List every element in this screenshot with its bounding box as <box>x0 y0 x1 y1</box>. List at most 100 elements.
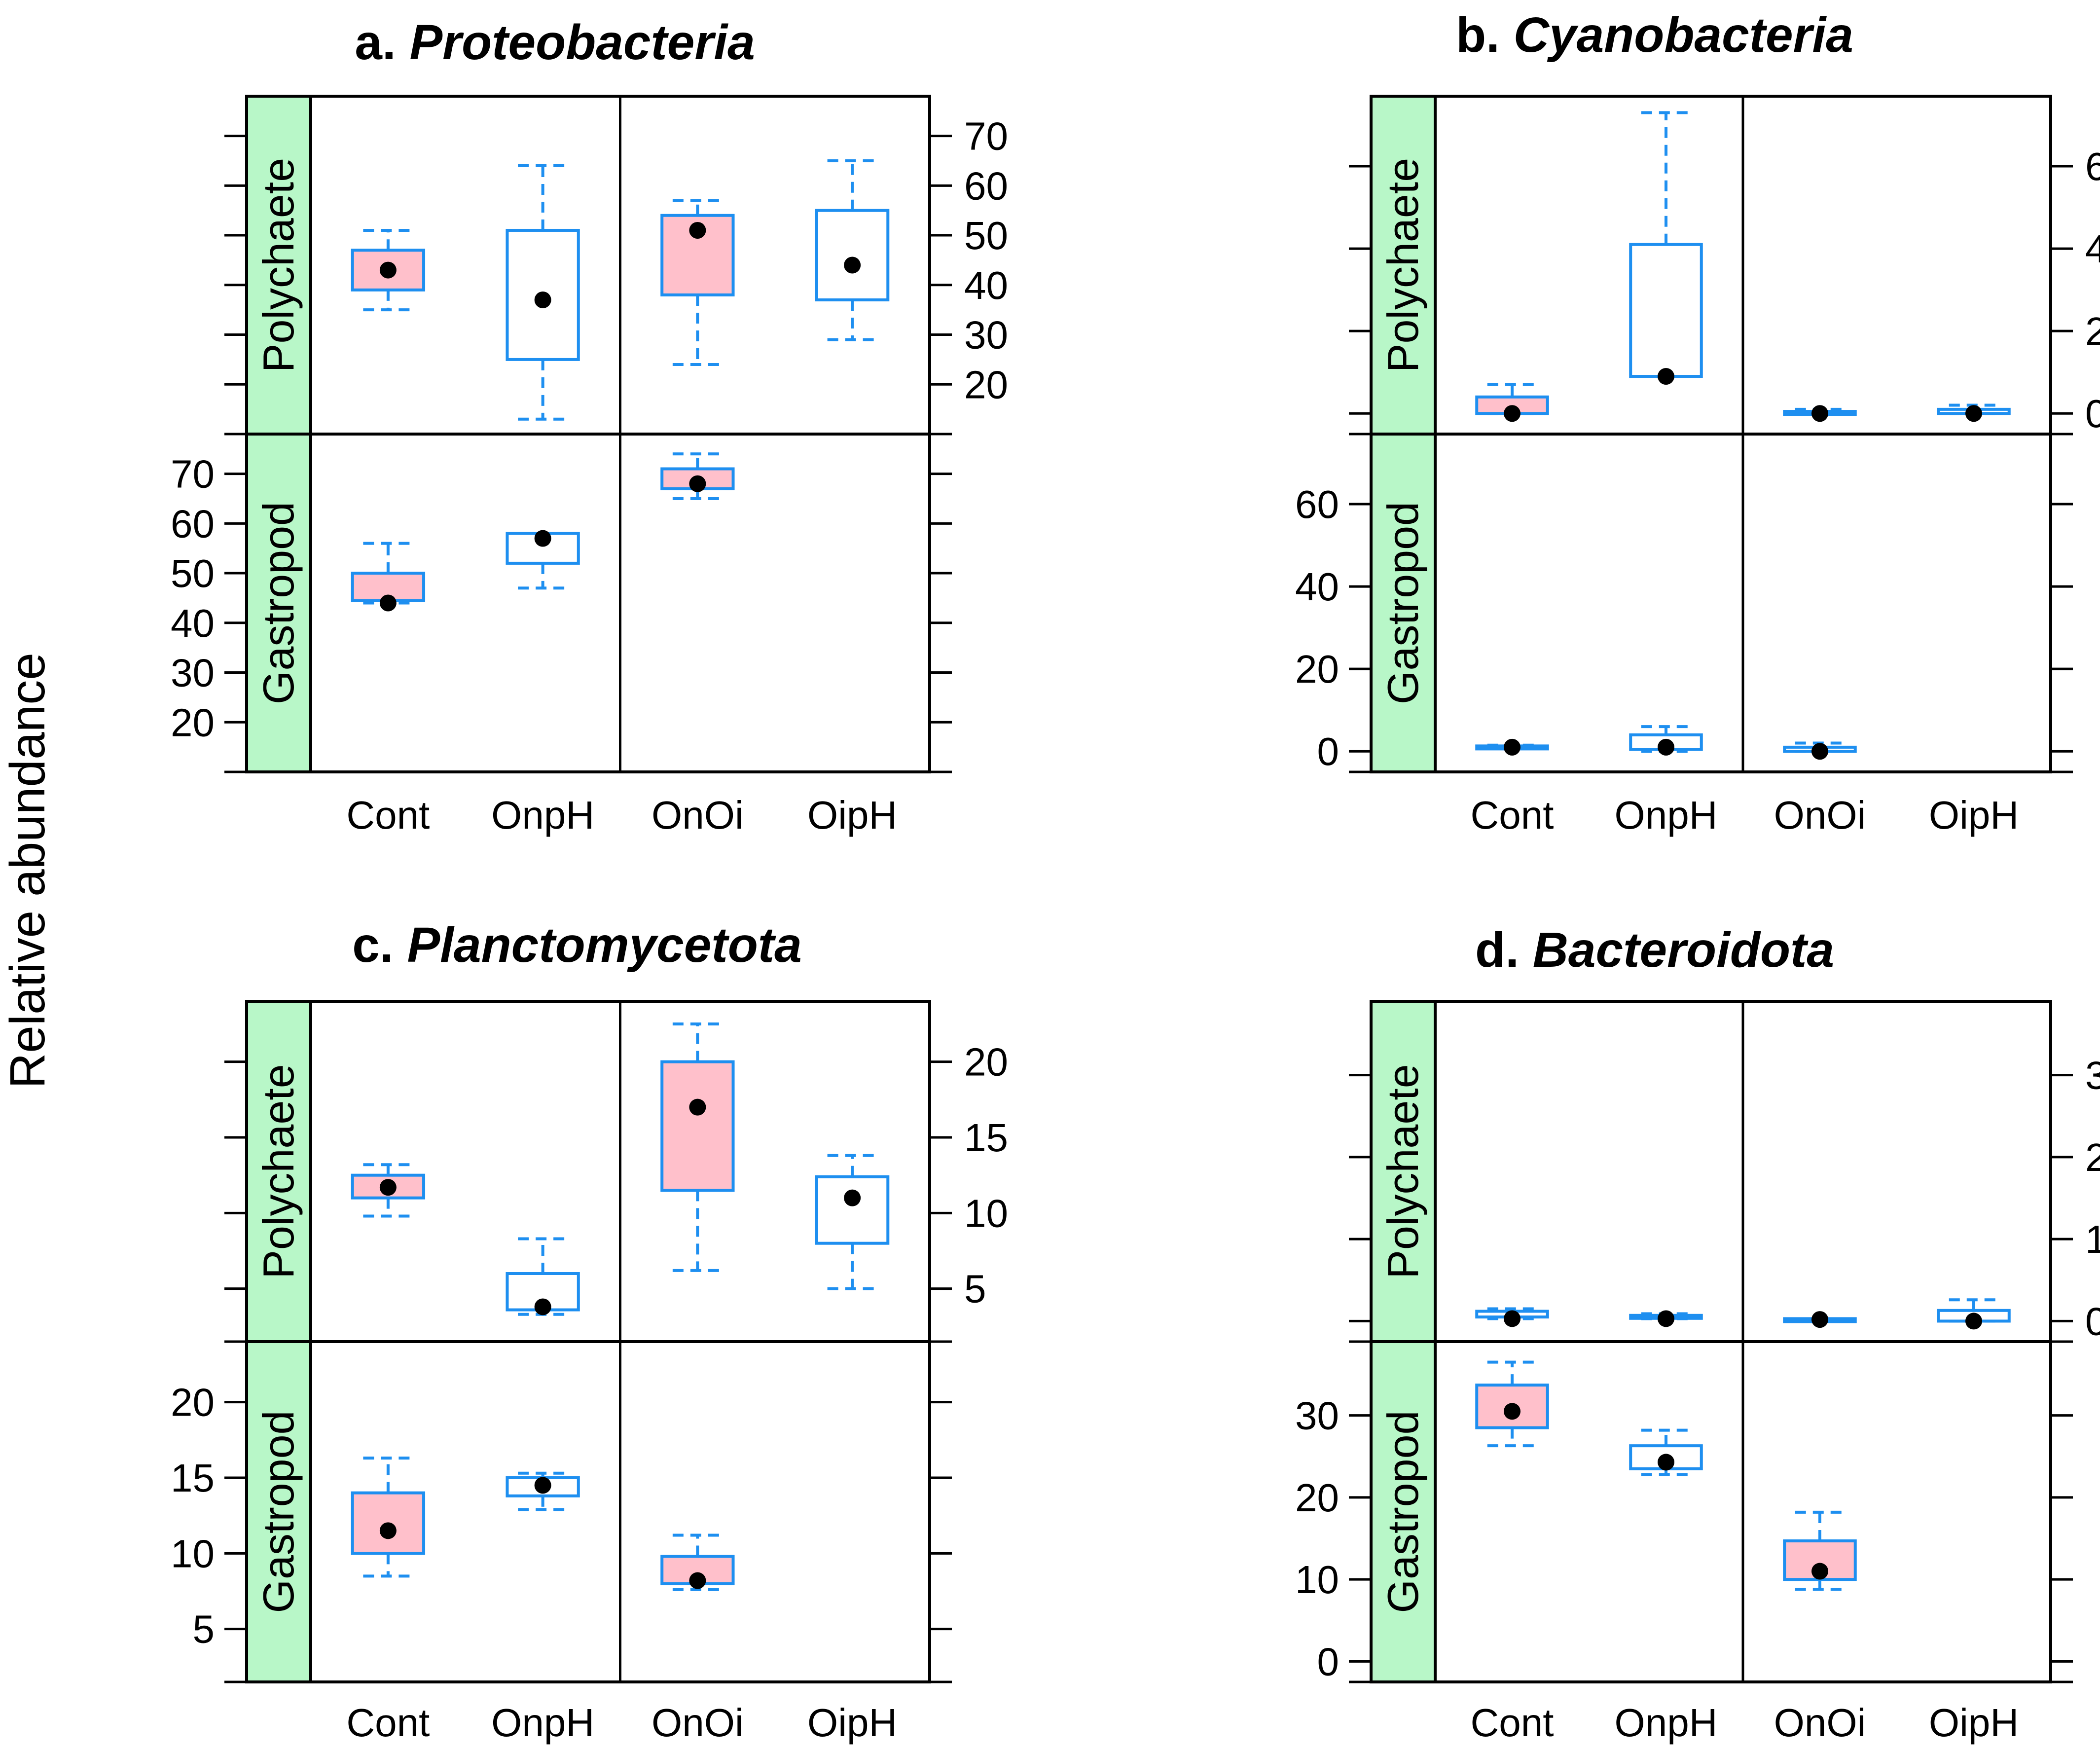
median-dot <box>1658 1454 1674 1471</box>
box-iqr <box>815 1175 890 1245</box>
panel-title: a. Proteobacteria <box>355 15 755 70</box>
y-tick-label: 20 <box>2085 309 2100 353</box>
panel-title-letter: c. <box>352 917 393 973</box>
box-gastropod-onoi <box>660 1533 735 1591</box>
box-gastropod-onoi <box>1783 1510 1857 1591</box>
median-dot <box>1965 405 1982 422</box>
strip-label-polychaete: Polychaete <box>1378 1064 1427 1278</box>
box-polychaete-onoi <box>1783 1311 1857 1328</box>
x-tick-label: OnpH <box>491 793 594 837</box>
box-polychaete-onph <box>506 164 580 421</box>
box-gastropod-onph <box>1629 725 1703 756</box>
box-polychaete-oiph <box>815 1154 890 1290</box>
box-polychaete-cont <box>351 228 426 312</box>
box-polychaete-oiph <box>1937 1298 2011 1330</box>
y-tick-label: 0 <box>1317 1640 1340 1683</box>
panel-d: d. Bacteroidota Polychaete 0 10 20 30 Gastropo… <box>1295 922 2100 1745</box>
box-gastropod-cont <box>351 542 426 612</box>
box-gastropod-onph <box>1629 1428 1703 1476</box>
box-gastropod-onph <box>506 1471 580 1511</box>
median-dot <box>689 221 706 239</box>
y-tick-label: 15 <box>964 1116 1008 1160</box>
median-dot <box>1965 1313 1982 1330</box>
y-tick-label: 70 <box>964 114 1008 158</box>
box-gastropod-cont <box>351 1457 426 1578</box>
y-tick-label: 20 <box>964 363 1008 406</box>
median-dot <box>534 530 551 547</box>
strip-polychaete <box>1370 95 1437 436</box>
strip-label-polychaete: Polychaete <box>254 1064 303 1278</box>
y-tick-label: 70 <box>171 452 215 496</box>
y-tick-label: 0 <box>2085 392 2100 436</box>
strip-polychaete <box>1370 1000 1437 1343</box>
box-polychaete-cont <box>1475 383 1549 422</box>
y-tick-label: 10 <box>2085 1217 2100 1261</box>
y-tick-label: 20 <box>964 1040 1008 1084</box>
x-tick-label: OipH <box>1929 1701 2019 1745</box>
y-tick-label: 0 <box>2085 1299 2100 1343</box>
median-dot <box>534 292 551 309</box>
median-dot <box>689 475 706 492</box>
x-tick-label: Cont <box>1471 1701 1554 1745</box>
box-gastropod-cont <box>1475 1360 1549 1448</box>
strip-gastropod <box>245 433 312 773</box>
box-polychaete-onph <box>1629 1310 1703 1327</box>
y-tick-label: 30 <box>1295 1394 1339 1438</box>
panel-title-taxon: Planctomycetota <box>407 917 801 973</box>
panel-title-taxon: Proteobacteria <box>409 15 755 70</box>
panels: a. ProteobacteriaPolychaete203040506070G… <box>171 7 2100 1745</box>
x-tick-label: OnpH <box>1615 793 1718 837</box>
y-tick-label: 20 <box>171 1381 215 1424</box>
box-gastropod-cont <box>1475 738 1549 756</box>
median-dot <box>379 261 397 279</box>
box-iqr <box>1629 243 1703 378</box>
y-tick-label: 20 <box>1295 1476 1339 1520</box>
x-tick-label: OnpH <box>1615 1701 1718 1745</box>
x-tick-label: OipH <box>807 793 897 837</box>
box-gastropod-onph <box>506 530 580 590</box>
x-tick-label: OnpH <box>491 1701 594 1745</box>
panel-a: a. ProteobacteriaPolychaete203040506070G… <box>171 15 1008 837</box>
strip-gastropod <box>1370 433 1437 773</box>
median-dot <box>379 594 397 612</box>
panel-title-letter: d. <box>1475 922 1519 978</box>
y-tick-label: 40 <box>2085 227 2100 271</box>
row-gastropod: Gastropod 5 10 15 20 <box>171 1340 952 1683</box>
y-tick-label: 50 <box>171 551 215 595</box>
x-tick-label: OnOi <box>652 793 744 837</box>
median-dot <box>1504 1310 1521 1327</box>
y-tick-label: 15 <box>171 1456 215 1500</box>
median-dot <box>1811 1563 1828 1580</box>
strip-polychaete <box>245 1000 312 1343</box>
y-tick-label: 30 <box>964 313 1008 357</box>
strip-polychaete <box>245 95 312 436</box>
box-polychaete-oiph <box>1937 403 2011 422</box>
y-tick-label: 40 <box>171 601 215 645</box>
y-tick-label: 60 <box>2085 145 2100 188</box>
strip-label-polychaete: Polychaete <box>1378 158 1427 372</box>
y-tick-label: 30 <box>2085 1054 2100 1097</box>
row-polychaete: Polychaete 0 10 20 30 <box>1349 1000 2100 1343</box>
median-dot <box>1504 1403 1521 1420</box>
strip-label-gastropod: Gastropod <box>1378 1411 1427 1613</box>
box-polychaete-cont <box>351 1163 426 1218</box>
y-tick-label: 20 <box>1295 647 1339 691</box>
panel-title: b. Cyanobacteria <box>1456 7 1853 63</box>
y-axis-label: Relative abundance <box>0 653 55 1089</box>
box-polychaete-onph <box>1629 111 1703 385</box>
median-dot <box>1658 368 1674 385</box>
median-dot <box>689 1098 706 1116</box>
median-dot <box>1504 738 1521 756</box>
strip-gastropod <box>245 1340 312 1683</box>
median-dot <box>534 1298 551 1315</box>
y-tick-label: 10 <box>964 1191 1008 1235</box>
x-tick-label: OnOi <box>652 1701 744 1745</box>
y-tick-label: 5 <box>964 1267 986 1311</box>
panel-title-taxon: Cyanobacteria <box>1514 7 1853 63</box>
box-iqr <box>660 1060 735 1192</box>
median-dot <box>534 1477 551 1494</box>
panel-title: d. Bacteroidota <box>1475 922 1834 978</box>
row-polychaete: Polychaete 0 20 40 60 <box>1349 95 2100 436</box>
x-tick-label: Cont <box>346 1701 430 1745</box>
